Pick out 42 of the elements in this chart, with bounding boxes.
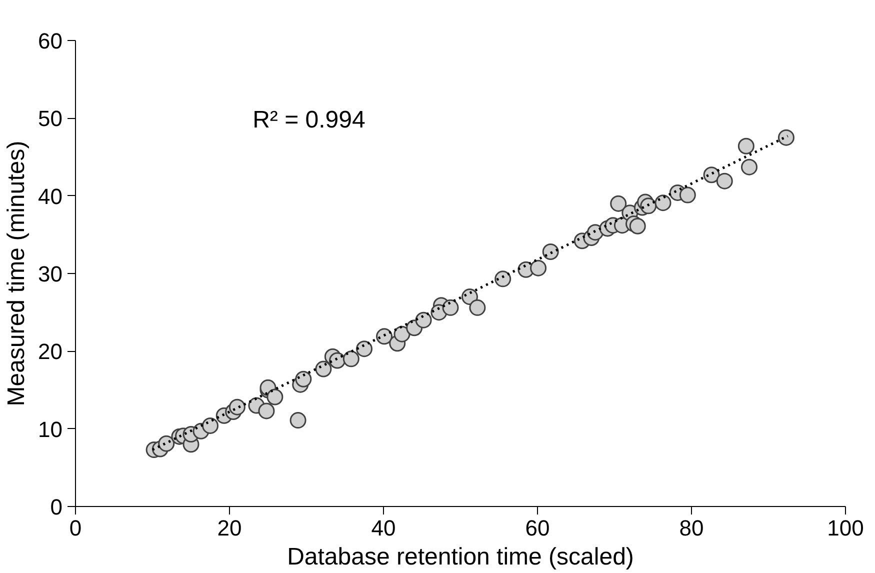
point <box>716 172 733 190</box>
point <box>315 360 332 378</box>
x-tick-label: 40 <box>371 516 396 540</box>
y-tick-label: 60 <box>38 28 63 54</box>
point <box>741 158 758 176</box>
y-tick-label: 50 <box>38 106 63 132</box>
point <box>679 186 696 204</box>
point <box>629 218 646 234</box>
point <box>542 244 559 260</box>
point <box>640 198 657 214</box>
point <box>266 388 284 406</box>
point <box>703 166 720 184</box>
point <box>610 195 627 212</box>
point <box>342 350 360 368</box>
point <box>202 417 218 434</box>
y-axis-title: Measured time (minutes) <box>3 140 30 406</box>
point <box>258 402 275 420</box>
x-tick-label: 80 <box>679 516 704 540</box>
point <box>530 260 547 276</box>
point <box>415 312 432 328</box>
y-tick-label: 10 <box>38 416 63 442</box>
point <box>290 412 306 429</box>
point <box>442 299 459 316</box>
point <box>356 340 372 358</box>
y-tick-label: 40 <box>38 184 63 209</box>
x-tick-label: 0 <box>69 516 82 540</box>
point <box>469 299 486 316</box>
x-tick-label: 100 <box>827 516 864 540</box>
point <box>494 270 512 288</box>
point <box>158 435 175 452</box>
x-tick-label: 20 <box>217 516 242 540</box>
point <box>654 194 672 212</box>
y-tick-label: 0 <box>50 494 63 520</box>
point <box>295 370 312 388</box>
point <box>228 398 246 416</box>
point <box>738 138 754 154</box>
y-tick-label: 20 <box>38 339 63 364</box>
point <box>778 129 794 146</box>
annotation: R² = 0.994 <box>252 106 366 134</box>
x-tick-label: 60 <box>525 516 550 540</box>
x-axis-title: Database retention time (scaled) <box>287 544 634 570</box>
y-tick-label: 30 <box>38 262 63 286</box>
